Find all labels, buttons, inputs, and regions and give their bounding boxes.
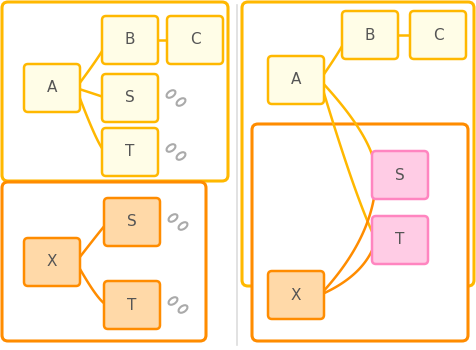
FancyBboxPatch shape [102, 74, 158, 122]
Text: B: B [365, 28, 375, 42]
FancyBboxPatch shape [24, 238, 80, 286]
FancyBboxPatch shape [104, 281, 160, 329]
FancyBboxPatch shape [372, 216, 428, 264]
Text: A: A [47, 80, 57, 96]
FancyBboxPatch shape [167, 16, 223, 64]
FancyBboxPatch shape [268, 271, 324, 319]
FancyBboxPatch shape [2, 182, 206, 341]
FancyBboxPatch shape [104, 198, 160, 246]
Text: X: X [47, 254, 57, 270]
FancyBboxPatch shape [410, 11, 466, 59]
Text: A: A [291, 72, 301, 88]
FancyBboxPatch shape [252, 124, 468, 341]
FancyBboxPatch shape [102, 16, 158, 64]
Text: S: S [127, 215, 137, 230]
Text: C: C [433, 28, 443, 42]
FancyBboxPatch shape [242, 2, 474, 286]
Text: T: T [127, 298, 137, 313]
Text: X: X [291, 287, 301, 302]
Text: S: S [395, 168, 405, 182]
Text: T: T [125, 145, 135, 160]
FancyBboxPatch shape [268, 56, 324, 104]
FancyBboxPatch shape [24, 64, 80, 112]
Text: S: S [125, 91, 135, 105]
FancyBboxPatch shape [102, 128, 158, 176]
FancyBboxPatch shape [2, 2, 228, 181]
Text: T: T [395, 232, 405, 247]
Text: B: B [125, 33, 135, 48]
FancyBboxPatch shape [342, 11, 398, 59]
FancyBboxPatch shape [372, 151, 428, 199]
Text: C: C [190, 33, 200, 48]
